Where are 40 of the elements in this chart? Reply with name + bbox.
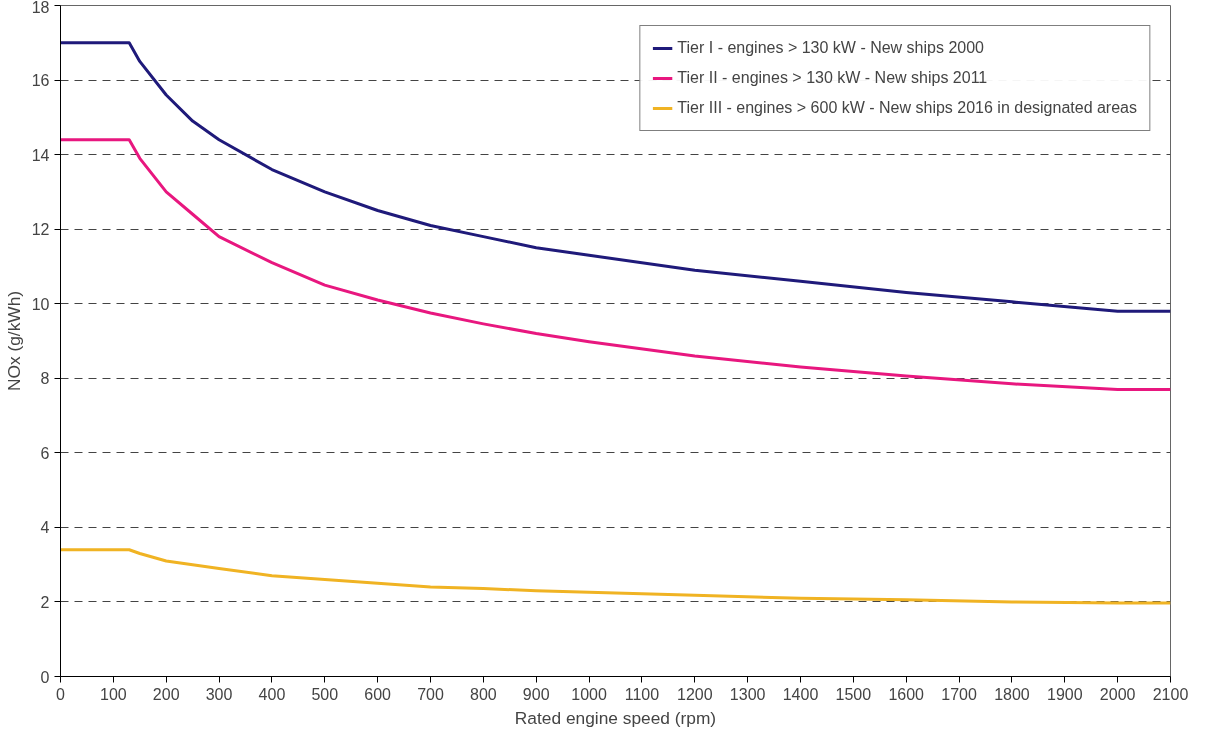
x-tick-label: 2000: [1099, 685, 1136, 703]
x-tick-label: 100: [100, 685, 127, 703]
y-tick-label: 6: [40, 444, 50, 462]
x-tick-label: 1200: [676, 685, 713, 703]
legend-label: Tier II - engines > 130 kW - New ships 2011: [677, 69, 988, 87]
y-tick-label: 12: [31, 221, 50, 239]
legend-label: Tier III - engines > 600 kW - New ships 2016 in designated areas: [677, 99, 1137, 117]
x-tick-label: 1300: [729, 685, 766, 703]
x-tick-label: 300: [205, 685, 233, 703]
legend-label: Tier I - engines > 130 kW - New ships 2000: [677, 39, 984, 57]
line-series: [60, 548, 1171, 605]
y-tick-label: 4: [40, 519, 50, 537]
y-tick-label: 8: [40, 370, 50, 388]
x-tick-label: 1500: [835, 685, 872, 703]
x-tick-label: 200: [152, 685, 180, 703]
x-tick-label: 1900: [1046, 685, 1083, 703]
y-tick-label: 18: [31, 0, 50, 16]
x-tick-label: 700: [417, 685, 444, 703]
x-tick-label: 0: [56, 685, 66, 703]
y-tick-label: 14: [31, 146, 50, 164]
x-tick-label: 2100: [1152, 685, 1189, 703]
x-axis-title: Rated engine speed (rpm): [514, 707, 717, 728]
y-axis-title: NOx (g/kWh): [3, 290, 24, 392]
x-tick-label: 800: [470, 685, 497, 703]
line-series: [60, 41, 1171, 313]
y-tick-label: 10: [31, 295, 50, 313]
x-tick-label: 500: [311, 685, 339, 703]
y-tick-label: 0: [40, 668, 50, 686]
x-tick-label: 1600: [888, 685, 925, 703]
x-tick-label: 1700: [941, 685, 977, 703]
x-tick-label: 1800: [994, 685, 1030, 703]
x-tick-label: 400: [258, 685, 286, 703]
y-tick-label: 2: [40, 593, 50, 611]
x-tick-label: 1100: [624, 685, 660, 703]
x-tick-label: 1000: [571, 685, 607, 703]
line-series: [60, 138, 1171, 391]
y-tick-label: 16: [31, 72, 50, 90]
x-tick-label: 1400: [782, 685, 819, 703]
x-tick-label: 600: [364, 685, 392, 703]
x-tick-label: 900: [522, 685, 550, 703]
